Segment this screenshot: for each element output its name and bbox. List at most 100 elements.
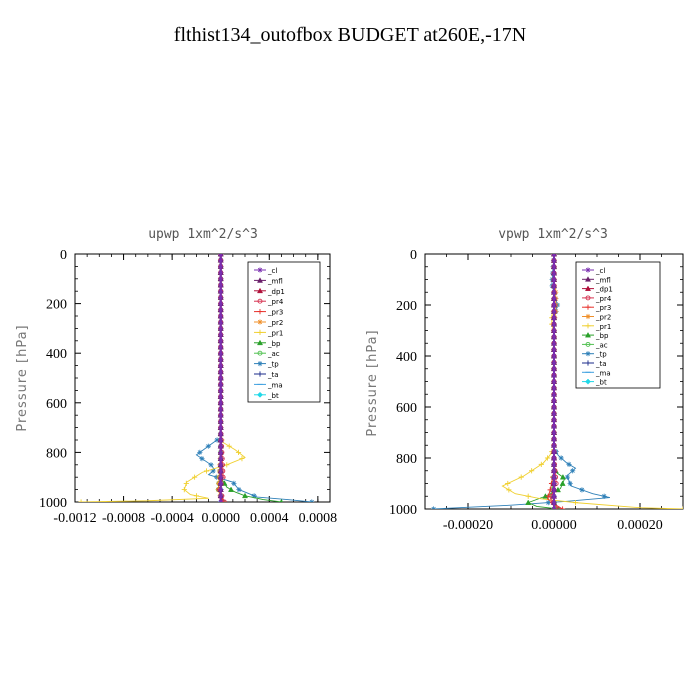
data-point [218, 288, 224, 294]
data-point [218, 375, 224, 381]
data-point [554, 486, 561, 493]
panel-title: vpwp 1xm^2/s^3 [498, 227, 608, 242]
data-point [551, 289, 557, 295]
data-point [525, 493, 531, 499]
data-point [183, 480, 189, 486]
data-point [218, 282, 224, 288]
data-point [218, 443, 224, 449]
legend-label: _pr4 [267, 298, 284, 306]
panel-upwp: upwp 1xm^2/s^3 Pressure [hPa] 0 200 400 600… [15, 227, 337, 526]
legend-label: _ac [595, 341, 608, 349]
data-point [551, 487, 557, 493]
legend-item: _pr3 [254, 309, 283, 317]
data-point [218, 400, 224, 406]
data-point [205, 443, 211, 449]
data-point [545, 493, 551, 499]
legend-label: _bt [267, 392, 279, 400]
data-point [551, 449, 557, 455]
data-point [218, 307, 224, 313]
data-point [218, 338, 224, 344]
legend-item: _ma [582, 369, 611, 377]
legend-item: _mfl [254, 277, 283, 285]
panel-title: upwp 1xm^2/s^3 [148, 227, 258, 242]
data-point [210, 468, 216, 474]
legend-item: _pr2 [582, 314, 611, 322]
legend-item: _bp [582, 331, 609, 340]
data-point [218, 418, 224, 424]
legend-label: _mfl [595, 276, 611, 284]
data-point [551, 500, 557, 506]
legend-marker [585, 323, 591, 329]
data-point [559, 480, 566, 486]
data-point [193, 493, 200, 499]
legend-label: _mfl [267, 277, 283, 285]
x-tick-label: 0.0008 [299, 511, 338, 526]
legend-label: _pr3 [267, 309, 283, 317]
legend-marker [256, 277, 264, 283]
y-tick-label: 0 [410, 248, 417, 263]
data-point [558, 455, 564, 461]
data-point [78, 499, 84, 502]
data-point [551, 493, 557, 499]
y-tick-label: 400 [46, 347, 67, 362]
data-point [218, 276, 224, 282]
legend-label: _tp [595, 351, 607, 359]
data-point [559, 474, 566, 480]
data-point [235, 449, 242, 455]
data-point [551, 474, 557, 480]
y-tick-label: 800 [46, 446, 67, 461]
data-point [218, 425, 224, 431]
data-point [203, 468, 210, 474]
y-axis-label: Pressure [hPa] [365, 329, 380, 436]
data-point [218, 437, 224, 443]
y-tick-label: 600 [396, 401, 417, 416]
data-point [567, 480, 573, 487]
data-point [551, 296, 557, 302]
y-tick-label: 800 [396, 452, 417, 467]
data-point [214, 437, 220, 443]
series-cl [218, 254, 224, 502]
legend-item: _pr4 [582, 295, 612, 303]
data-point [218, 344, 224, 350]
legend-item: _bt [582, 379, 607, 387]
data-point [218, 254, 224, 257]
data-point [218, 480, 224, 486]
legend-marker [584, 331, 592, 338]
legend-marker [257, 329, 263, 335]
legend-label: _pr4 [595, 295, 612, 303]
data-point [218, 294, 224, 300]
data-point [218, 499, 224, 502]
legend-label: _ma [267, 381, 283, 389]
legend-marker [257, 350, 263, 356]
data-point [538, 461, 544, 467]
legend-label: _ma [595, 369, 611, 377]
legend-marker [257, 371, 263, 377]
x-tick-label: -0.00020 [443, 518, 493, 533]
legend-label: _bp [595, 332, 609, 340]
data-point [551, 315, 557, 321]
data-point [579, 487, 585, 493]
data-point [551, 417, 557, 423]
data-point [218, 468, 224, 474]
legend-label: _tp [267, 361, 279, 369]
data-point [551, 391, 557, 397]
legend-marker [585, 267, 591, 273]
data-point [551, 404, 557, 410]
legend-label: _ta [595, 360, 607, 368]
legend-item: _pr1 [254, 329, 283, 337]
legend: _cl_mfl_dp1_pr4_pr3_pr2_pr1_bp_ac_tp_ta_… [575, 261, 661, 389]
legend-item: _tp [254, 361, 279, 369]
data-point [551, 480, 557, 487]
data-point [231, 480, 237, 486]
data-point [208, 462, 214, 468]
data-point [218, 356, 224, 362]
legend-item: _bt [254, 392, 279, 400]
legend: _cl_mfl_dp1_pr4_pr3_pr2_pr1_bp_ac_tp_ta_… [247, 261, 321, 403]
data-point [218, 257, 224, 263]
legend-item: _ma [254, 381, 283, 389]
data-point [218, 387, 224, 393]
data-point [226, 443, 232, 449]
data-point [218, 263, 224, 269]
data-point [551, 334, 557, 340]
data-point [555, 506, 561, 509]
